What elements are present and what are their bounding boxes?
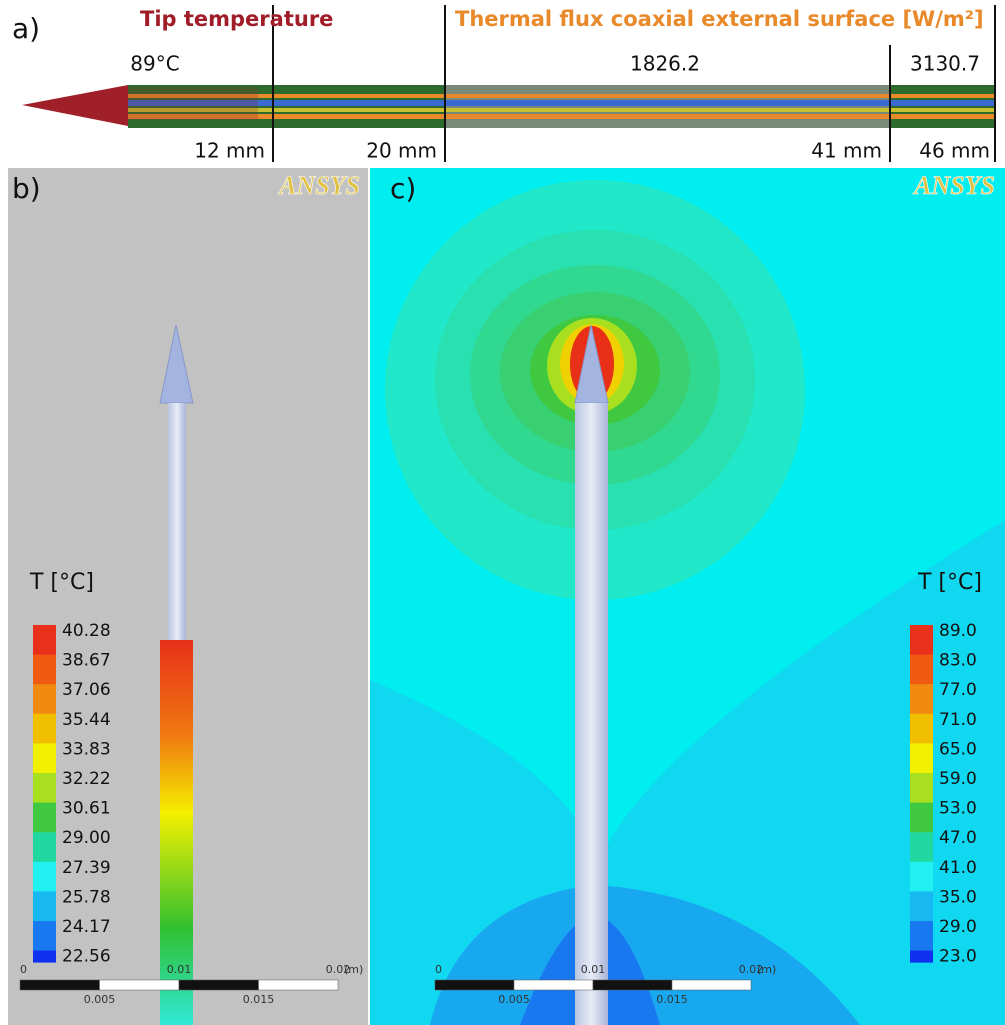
scale-bar xyxy=(179,980,259,990)
panel-label: c) xyxy=(390,172,416,205)
legend-swatch xyxy=(33,921,56,951)
legend-value: 22.56 xyxy=(62,947,111,967)
legend-value: 29.0 xyxy=(939,917,977,937)
legend-swatch xyxy=(33,655,56,685)
legend-swatch xyxy=(33,891,56,921)
legend-value: 32.22 xyxy=(62,769,111,789)
flux-title: Thermal flux coaxial external surface [W… xyxy=(455,7,984,31)
legend-value: 41.0 xyxy=(939,858,977,878)
stripe xyxy=(128,100,995,106)
length: 12 mm xyxy=(194,139,265,163)
legend-value: 83.0 xyxy=(939,651,977,671)
tip-region xyxy=(128,87,258,120)
legend-swatch xyxy=(33,684,56,714)
legend-value: 37.06 xyxy=(62,680,111,700)
legend-swatch xyxy=(910,803,933,833)
legend-value: 25.78 xyxy=(62,887,111,907)
scale-bar xyxy=(514,980,593,990)
scale-bar xyxy=(593,980,672,990)
panel-label: a) xyxy=(12,12,40,45)
legend-swatch xyxy=(910,743,933,773)
legend-value: 71.0 xyxy=(939,710,977,730)
scale-bar xyxy=(100,980,180,990)
legend-swatch xyxy=(910,891,933,921)
scale-label: 0.01 xyxy=(167,963,192,976)
legend-swatch xyxy=(910,773,933,803)
legend-value: 59.0 xyxy=(939,769,977,789)
legend-swatch xyxy=(910,714,933,744)
stripe xyxy=(128,94,995,98)
legend-value: 30.61 xyxy=(62,799,111,819)
probe-tip xyxy=(22,85,128,126)
scale-unit: (m) xyxy=(757,963,776,976)
scale-label: 0 xyxy=(20,963,27,976)
legend-swatch xyxy=(910,862,933,892)
length: 41 mm xyxy=(811,139,882,163)
length: 46 mm xyxy=(919,139,990,163)
scale-label: 0.015 xyxy=(243,993,275,1006)
scale-bar xyxy=(20,980,100,990)
legend-swatch xyxy=(33,803,56,833)
scale-label: 0.005 xyxy=(84,993,116,1006)
legend-title: T [°C] xyxy=(29,570,94,595)
legend-swatch xyxy=(33,951,56,963)
legend-swatch xyxy=(910,951,933,963)
legend-value: 24.17 xyxy=(62,917,111,937)
probe-shaft xyxy=(168,403,186,640)
legend-swatch xyxy=(33,773,56,803)
logo: ANSYS xyxy=(912,171,995,200)
probe-shaft xyxy=(575,403,608,1025)
legend-value: 53.0 xyxy=(939,799,977,819)
legend-swatch xyxy=(33,862,56,892)
legend-swatch xyxy=(910,921,933,951)
scale-bar xyxy=(435,980,514,990)
legend-swatch xyxy=(33,743,56,773)
length: 20 mm xyxy=(366,139,437,163)
legend-value: 35.44 xyxy=(62,710,111,730)
flux-value: 3130.7 xyxy=(910,52,980,76)
tip-value: 89°C xyxy=(130,52,179,76)
legend-swatch xyxy=(910,655,933,685)
legend-value: 47.0 xyxy=(939,828,977,848)
flux-value: 1826.2 xyxy=(630,52,700,76)
probe-section xyxy=(445,85,890,128)
scale-label: 0.005 xyxy=(498,993,530,1006)
legend-value: 33.83 xyxy=(62,739,111,759)
scale-label: 0.015 xyxy=(656,993,688,1006)
legend-value: 89.0 xyxy=(939,621,977,641)
legend-swatch xyxy=(33,625,56,655)
legend-value: 29.00 xyxy=(62,828,111,848)
legend-value: 27.39 xyxy=(62,858,111,878)
legend-value: 35.0 xyxy=(939,887,977,907)
stripe xyxy=(128,108,995,112)
figure: a) Tip temperature Thermal flux coaxial … xyxy=(0,0,1005,1025)
legend-value: 77.0 xyxy=(939,680,977,700)
logo: ANSYS xyxy=(277,171,360,200)
panel-c: c) ANSYS T [°C] xyxy=(370,168,1005,1025)
legend-swatch xyxy=(910,625,933,655)
scale-unit: (m) xyxy=(344,963,363,976)
scale-label: 0 xyxy=(435,963,442,976)
scale-bar xyxy=(672,980,751,990)
legend-title: T [°C] xyxy=(917,570,982,595)
panel-label: b) xyxy=(12,172,41,205)
stripe xyxy=(128,114,995,119)
legend-value: 38.67 xyxy=(62,651,111,671)
scale-label: 0.01 xyxy=(581,963,606,976)
legend-value: 65.0 xyxy=(939,739,977,759)
legend-swatch xyxy=(910,684,933,714)
legend-value: 23.0 xyxy=(939,947,977,967)
legend-swatch xyxy=(33,714,56,744)
scale-bar xyxy=(259,980,339,990)
legend-value: 40.28 xyxy=(62,621,111,641)
tip-title: Tip temperature xyxy=(140,7,333,31)
legend-swatch xyxy=(33,832,56,862)
legend-swatch xyxy=(910,832,933,862)
panel-a: a) Tip temperature Thermal flux coaxial … xyxy=(12,5,995,163)
